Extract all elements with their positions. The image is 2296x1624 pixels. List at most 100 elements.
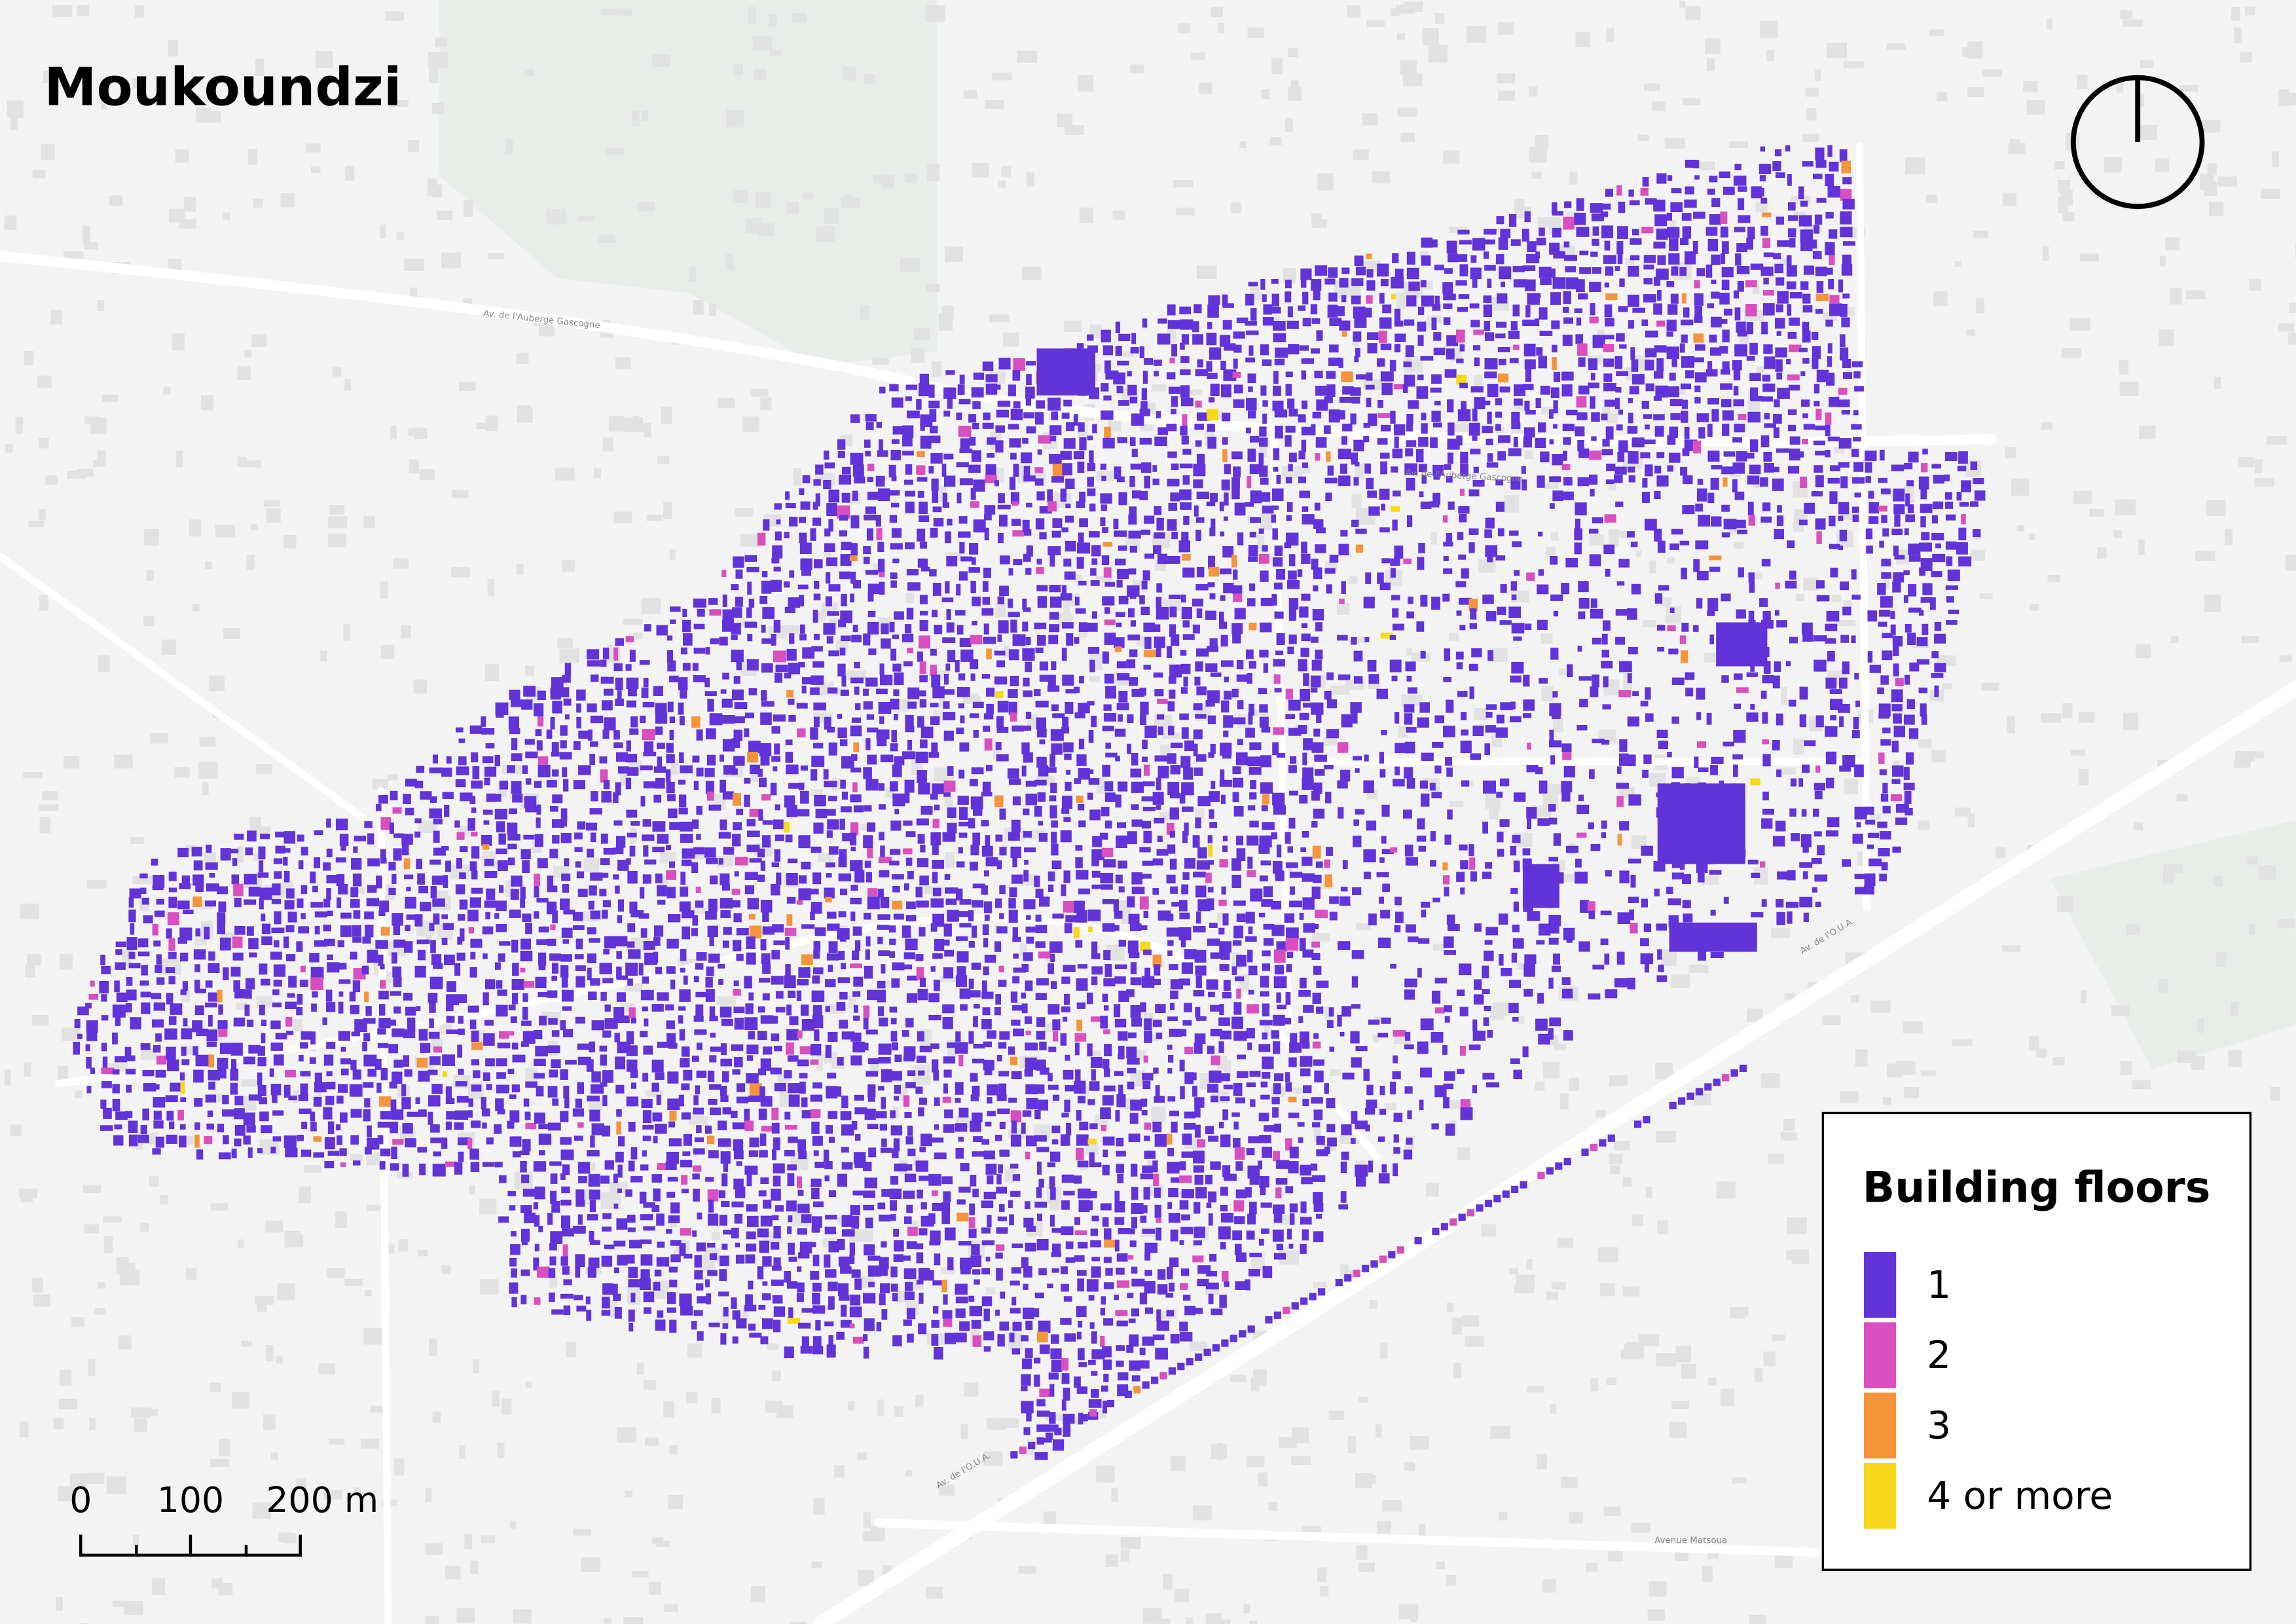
building: [196, 1028, 208, 1037]
building: [826, 557, 838, 566]
building: [773, 619, 781, 633]
building: [1131, 781, 1144, 793]
building: [865, 677, 878, 687]
building: [941, 1213, 950, 1225]
building: [1157, 836, 1163, 843]
building: [1118, 940, 1126, 947]
building: [670, 1254, 681, 1263]
building: [943, 701, 950, 709]
background-building: [824, 208, 839, 224]
building: [1103, 395, 1112, 401]
building: [665, 845, 671, 851]
building: [1074, 1043, 1080, 1056]
building: [798, 783, 805, 790]
building: [981, 820, 989, 826]
building: [998, 514, 1008, 527]
building: [589, 1041, 595, 1053]
background-building: [1526, 1259, 1533, 1270]
building: [852, 782, 858, 792]
building: [941, 1280, 947, 1293]
background-building: [204, 852, 216, 863]
building: [167, 912, 179, 926]
building: [944, 1109, 953, 1118]
building: [286, 1030, 294, 1035]
building: [960, 649, 974, 662]
building: [1156, 849, 1169, 856]
building: [1179, 713, 1189, 720]
building: [591, 1020, 605, 1031]
background-building: [185, 845, 196, 852]
building: [801, 686, 807, 693]
building: [1127, 1032, 1137, 1039]
background-building: [253, 198, 263, 208]
building: [815, 464, 824, 475]
building: [667, 1292, 676, 1304]
building: [721, 1173, 728, 1187]
building: [1052, 913, 1064, 919]
building: [1036, 717, 1047, 729]
building: [826, 636, 833, 644]
building: [1021, 452, 1032, 464]
building: [904, 1173, 917, 1183]
building: [970, 635, 983, 645]
building: [142, 1108, 149, 1120]
background-building: [2119, 381, 2139, 396]
building: [746, 607, 752, 618]
background-building: [2028, 1035, 2039, 1051]
background-building: [1312, 932, 1330, 942]
building: [587, 1266, 597, 1278]
building: [100, 1125, 113, 1131]
building: [1180, 650, 1187, 656]
building: [905, 396, 912, 401]
background-building: [1410, 1435, 1429, 1450]
background-building: [2285, 555, 2296, 571]
building: [1026, 545, 1033, 557]
building: [853, 1015, 860, 1021]
building: [932, 583, 941, 596]
background-building: [733, 64, 743, 76]
building: [1131, 1018, 1142, 1027]
building: [841, 1124, 854, 1136]
building: [746, 936, 756, 950]
building: [1091, 1266, 1101, 1278]
building: [615, 698, 625, 706]
building: [1126, 1344, 1134, 1353]
building: [997, 701, 1009, 713]
building: [509, 1257, 517, 1267]
building: [1035, 925, 1048, 934]
building: [523, 981, 535, 988]
building: [890, 543, 903, 550]
building: [1077, 461, 1085, 473]
background-building: [2246, 856, 2259, 865]
building: [1116, 1320, 1128, 1327]
building: [929, 1270, 934, 1281]
building: [602, 1030, 611, 1038]
building: [1143, 764, 1150, 776]
building: [828, 1111, 838, 1119]
building: [1060, 830, 1072, 843]
building: [524, 739, 535, 745]
building: [166, 928, 172, 939]
building: [494, 794, 501, 802]
background-building: [1402, 694, 1423, 705]
building: [928, 1014, 941, 1021]
building: [788, 597, 800, 608]
building: [761, 638, 774, 644]
building: [572, 1108, 585, 1117]
building: [669, 1320, 677, 1333]
background-building: [566, 1342, 577, 1357]
building: [1011, 519, 1021, 526]
building: [563, 1279, 572, 1285]
building: [943, 1083, 948, 1094]
building: [365, 925, 374, 938]
building: [956, 911, 970, 917]
building: [533, 1029, 543, 1040]
building: [1170, 886, 1178, 894]
building: [601, 791, 612, 803]
building: [1127, 1228, 1135, 1234]
background-building: [205, 561, 213, 569]
background-building: [1552, 1282, 1566, 1290]
building: [1021, 1374, 1031, 1386]
building: [683, 1069, 693, 1081]
background-building: [1537, 1454, 1547, 1469]
